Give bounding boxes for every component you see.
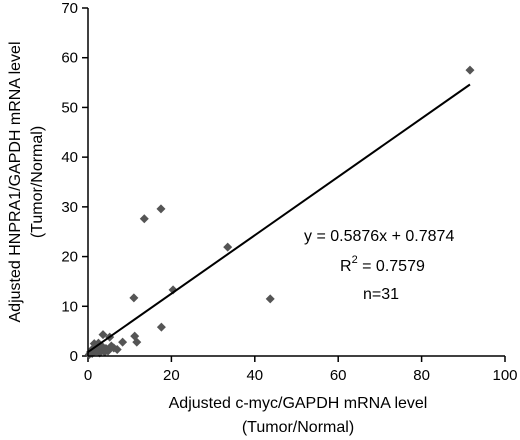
x-axis-subtitle: (Tumor/Normal): [242, 419, 354, 436]
y-tick-label: 10: [61, 298, 78, 315]
r-squared-base: R: [340, 258, 352, 275]
y-axis-subtitle: (Tumor/Normal): [29, 126, 46, 238]
x-tick-label: 0: [84, 367, 92, 384]
r-squared-label: R2 = 0.7579: [340, 254, 425, 275]
y-tick-label: 40: [61, 149, 78, 166]
y-tick-label: 0: [70, 348, 78, 365]
sample-size-label: n=31: [363, 286, 399, 303]
x-tick-label: 100: [492, 367, 517, 384]
r-squared-superscript: 2: [352, 254, 358, 266]
data-point: [465, 65, 475, 75]
axis-ticks: 0 20 40 60 80 100 0 10 20 30 40 50 60 70: [61, 0, 517, 384]
data-point: [112, 345, 122, 355]
data-point: [223, 242, 233, 252]
data-point: [156, 322, 166, 332]
x-tick-label: 20: [163, 367, 180, 384]
data-point: [98, 330, 108, 340]
data-point: [132, 337, 142, 347]
x-axis-title: Adjusted c-myc/GAPDH mRNA level: [169, 395, 428, 412]
data-point: [129, 293, 139, 303]
data-points: [84, 65, 475, 360]
y-tick-label: 30: [61, 199, 78, 216]
y-tick-label: 60: [61, 50, 78, 67]
data-point: [118, 337, 128, 347]
data-point: [265, 294, 275, 304]
trend-line: [87, 83, 471, 353]
x-tick-label: 40: [246, 367, 263, 384]
x-tick-label: 80: [413, 367, 430, 384]
y-tick-label: 70: [61, 0, 78, 17]
x-tick-label: 60: [330, 367, 347, 384]
y-tick-label: 20: [61, 249, 78, 266]
data-point: [139, 214, 149, 224]
y-tick-label: 50: [61, 99, 78, 116]
regression-equation: y = 0.5876x + 0.7874: [304, 228, 454, 245]
y-axis-title: Adjusted HNPRA1/GAPDH mRNA level: [7, 42, 24, 323]
data-point: [156, 204, 166, 214]
r-squared-value: = 0.7579: [358, 258, 425, 275]
